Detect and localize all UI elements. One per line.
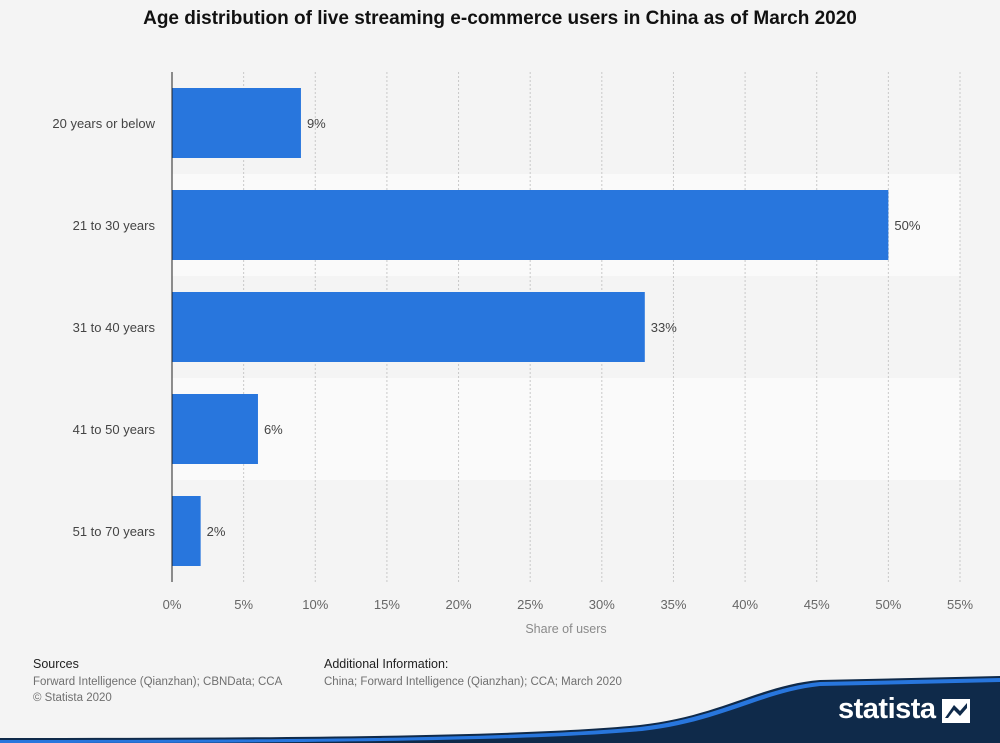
category-label: 51 to 70 years — [73, 524, 156, 539]
x-tick-label: 40% — [732, 597, 758, 612]
value-label: 2% — [207, 524, 226, 539]
value-label: 33% — [651, 320, 677, 335]
category-label: 21 to 30 years — [73, 218, 156, 233]
bars — [172, 88, 889, 566]
x-tick-label: 10% — [302, 597, 328, 612]
value-label: 9% — [307, 116, 326, 131]
bar[interactable] — [172, 394, 258, 464]
additional-info-heading: Additional Information: — [324, 657, 449, 671]
sources-heading: Sources — [33, 657, 79, 671]
category-label: 20 years or below — [52, 116, 155, 131]
x-tick-label: 35% — [660, 597, 686, 612]
statista-logo-icon[interactable] — [942, 699, 970, 723]
x-tick-label: 55% — [947, 597, 973, 612]
x-tick-label: 0% — [163, 597, 182, 612]
x-tick-label: 5% — [234, 597, 253, 612]
x-tick-label: 20% — [446, 597, 472, 612]
sources-text: Forward Intelligence (Qianzhan); CBNData… — [33, 676, 283, 688]
x-tick-labels: 0% 5% 10% 15% 20% 25% 30% 35% 40% 45% 50% 55% — [163, 597, 974, 612]
value-label: 6% — [264, 422, 283, 437]
x-tick-label: 45% — [804, 597, 830, 612]
copyright-text: © Statista 2020 — [33, 692, 112, 704]
value-label: 50% — [894, 218, 920, 233]
x-tick-label: 15% — [374, 597, 400, 612]
bar[interactable] — [172, 190, 889, 260]
bar[interactable] — [172, 496, 201, 566]
category-label: 41 to 50 years — [73, 422, 156, 437]
category-label: 31 to 40 years — [73, 320, 156, 335]
gridlines — [243, 72, 961, 582]
bar[interactable] — [172, 292, 645, 362]
additional-info-text: China; Forward Intelligence (Qianzhan); … — [324, 676, 622, 688]
category-labels: 20 years or below 21 to 30 years 31 to 40 … — [52, 116, 155, 539]
x-tick-label: 50% — [875, 597, 901, 612]
row-band — [172, 378, 960, 480]
statista-logo-text[interactable]: statista — [838, 693, 936, 725]
chart-title: Age distribution of live streaming e-com… — [143, 8, 857, 29]
bar[interactable] — [172, 88, 301, 158]
x-tick-label: 30% — [589, 597, 615, 612]
x-tick-label: 25% — [517, 597, 543, 612]
value-labels: 9% 50% 33% 6% 2% — [207, 116, 921, 539]
x-axis-title: Share of users — [525, 622, 606, 636]
